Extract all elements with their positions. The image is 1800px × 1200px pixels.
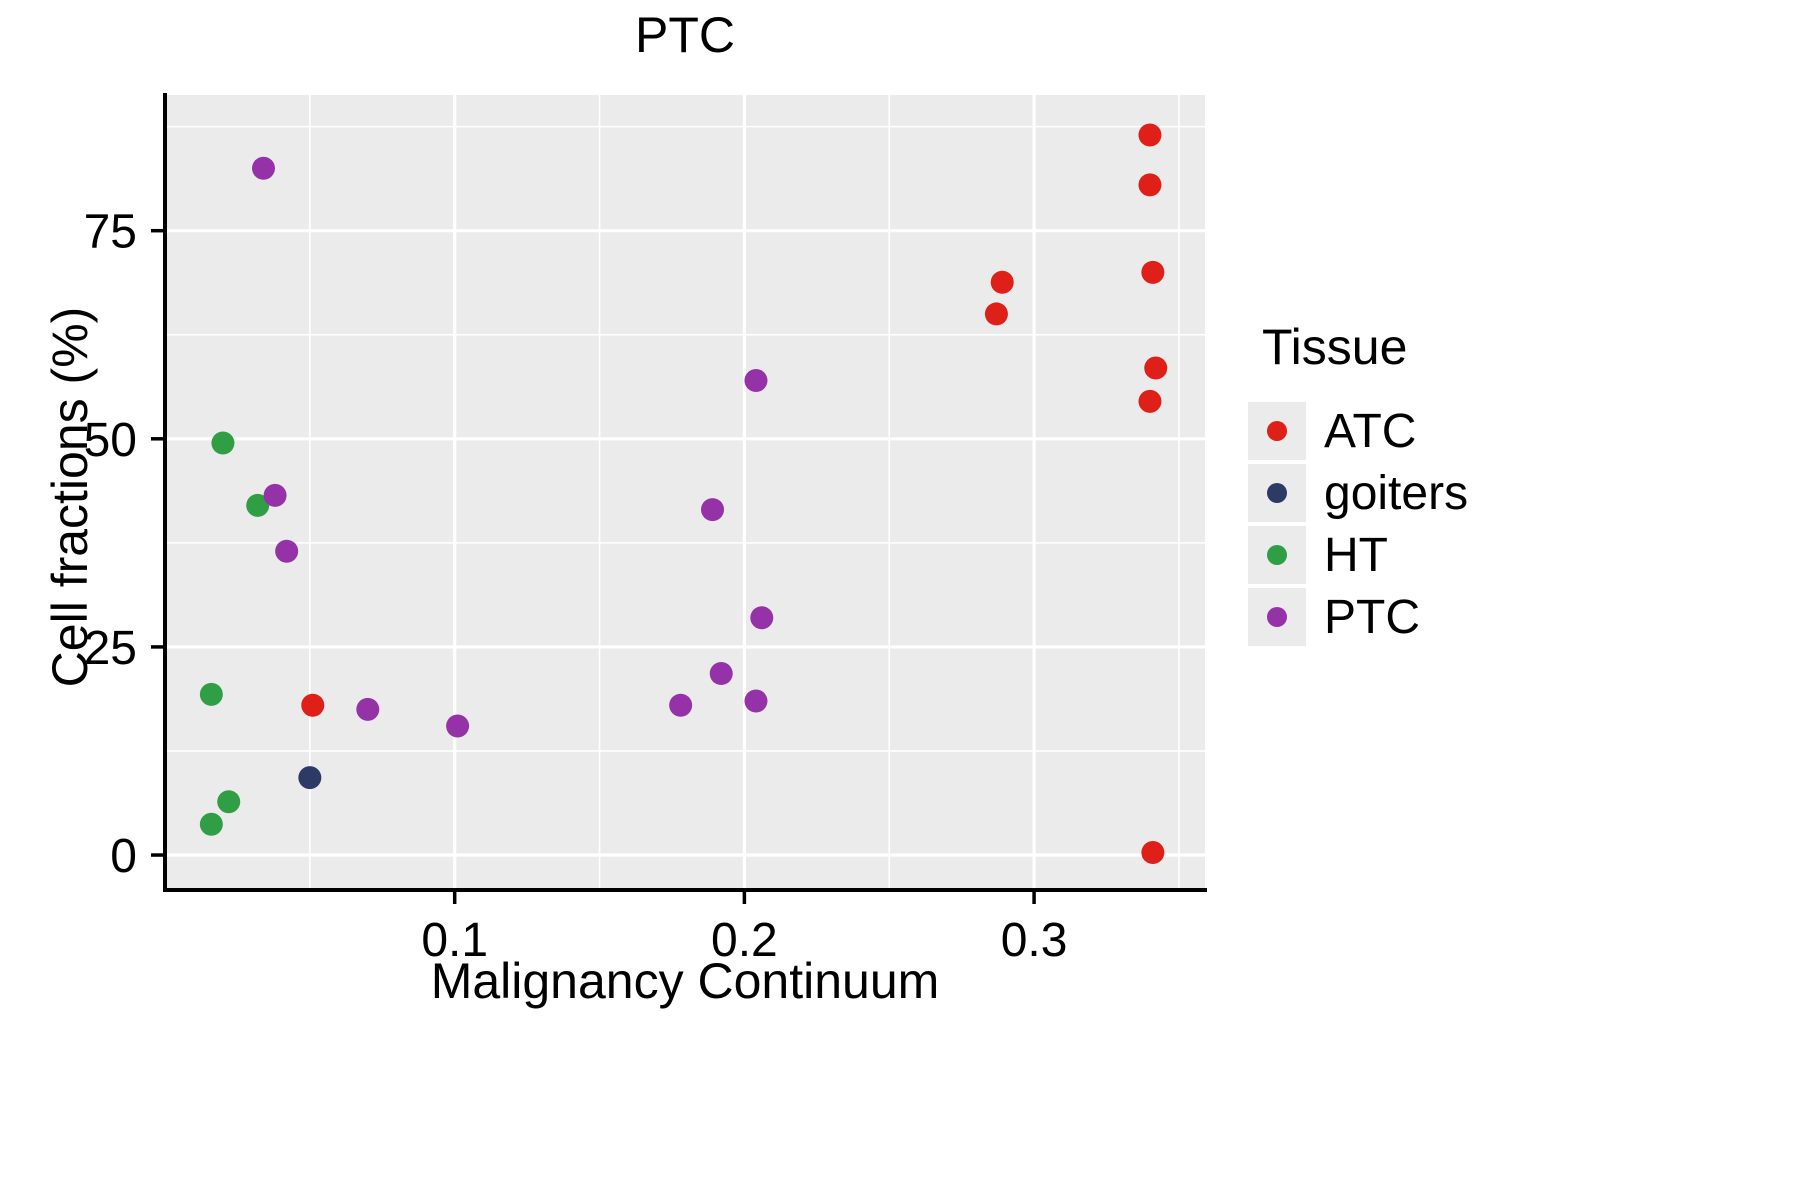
legend-label: goiters xyxy=(1324,466,1469,520)
legend-dot-icon xyxy=(1267,545,1287,565)
legend: Tissue ATC goiters HT PTC xyxy=(1248,318,1578,650)
data-point-HT xyxy=(246,493,270,517)
data-point-PTC xyxy=(709,662,733,686)
data-point-ATC xyxy=(1141,260,1165,284)
legend-label: HT xyxy=(1324,528,1388,582)
data-point-HT xyxy=(199,812,223,836)
data-point-PTC xyxy=(275,539,299,563)
data-point-ATC xyxy=(990,270,1014,294)
panel-background xyxy=(165,95,1205,890)
legend-item-PTC: PTC xyxy=(1248,588,1578,646)
y-tick-label: 0 xyxy=(110,830,137,883)
x-axis-title: Malignancy Continuum xyxy=(430,953,940,1009)
x-tick-label: 0.3 xyxy=(1001,914,1068,967)
data-point-PTC xyxy=(251,156,275,180)
data-point-HT xyxy=(199,682,223,706)
legend-items: ATC goiters HT PTC xyxy=(1248,402,1578,650)
data-point-goiters xyxy=(298,766,322,790)
data-point-ATC xyxy=(301,693,325,717)
data-point-HT xyxy=(217,790,241,814)
legend-label: ATC xyxy=(1324,404,1417,458)
data-point-PTC xyxy=(744,689,768,713)
chart-title: PTC xyxy=(635,7,735,63)
data-point-HT xyxy=(211,431,235,455)
data-point-ATC xyxy=(1138,173,1162,197)
legend-dot-icon xyxy=(1267,483,1287,503)
legend-item-goiters: goiters xyxy=(1248,464,1578,522)
y-axis-title: Cell fractions (%) xyxy=(42,306,98,688)
y-tick-label: 25 xyxy=(84,622,137,675)
y-tick-label: 75 xyxy=(84,206,137,259)
data-point-PTC xyxy=(446,714,470,738)
legend-dot-icon xyxy=(1267,607,1287,627)
legend-item-HT: HT xyxy=(1248,526,1578,584)
data-point-PTC xyxy=(356,697,380,721)
data-point-PTC xyxy=(669,693,693,717)
data-point-PTC xyxy=(750,606,774,630)
y-tick-label: 50 xyxy=(84,414,137,467)
legend-item-ATC: ATC xyxy=(1248,402,1578,460)
x-tick-label: 0.2 xyxy=(711,914,778,967)
x-tick-label: 0.1 xyxy=(421,914,488,967)
legend-key xyxy=(1248,464,1306,522)
legend-key xyxy=(1248,526,1306,584)
data-point-ATC xyxy=(984,302,1008,326)
legend-label: PTC xyxy=(1324,590,1420,644)
data-point-PTC xyxy=(744,369,768,393)
data-point-ATC xyxy=(1138,389,1162,413)
data-point-PTC xyxy=(263,483,287,507)
data-point-ATC xyxy=(1138,123,1162,147)
data-point-ATC xyxy=(1141,841,1165,865)
legend-title: Tissue xyxy=(1262,319,1408,375)
legend-key xyxy=(1248,402,1306,460)
legend-dot-icon xyxy=(1267,421,1287,441)
legend-key xyxy=(1248,588,1306,646)
data-point-PTC xyxy=(701,498,725,522)
data-point-ATC xyxy=(1144,356,1168,380)
